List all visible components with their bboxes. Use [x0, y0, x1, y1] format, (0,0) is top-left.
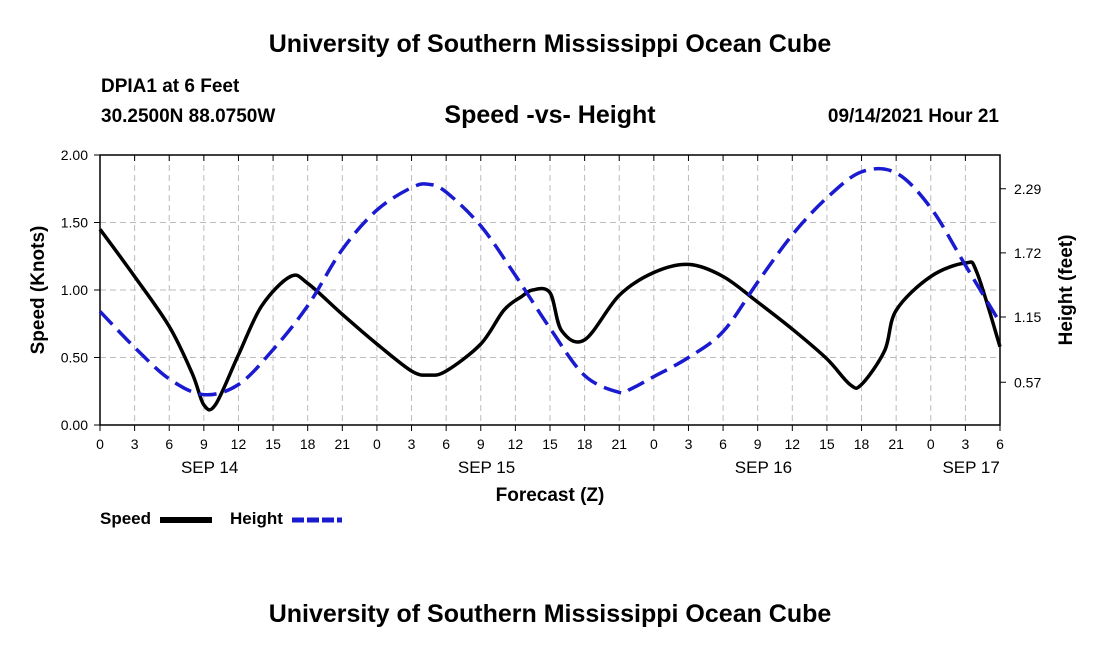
x-tick-label: 18	[300, 436, 316, 452]
y-tick-label: 0.00	[61, 417, 88, 433]
forecast-issue-time: 09/14/2021 Hour 21	[827, 106, 999, 127]
x-tick-label: 15	[265, 436, 281, 452]
y2-tick-label: 2.29	[1014, 181, 1041, 197]
x-tick-label: 18	[854, 436, 870, 452]
x-tick-label: 9	[200, 436, 208, 452]
legend-height-label: Height	[230, 509, 283, 528]
station-coordinates: 30.2500N 88.0750W	[101, 106, 276, 127]
x-tick-label: 6	[165, 436, 173, 452]
y-axis-label: Speed (Knots)	[28, 226, 49, 355]
legend-speed-label: Speed	[100, 509, 152, 528]
x-tick-label: 3	[685, 436, 693, 452]
x-tick-label: 0	[373, 436, 381, 452]
x-tick-label: 0	[927, 436, 935, 452]
x-tick-label: 9	[754, 436, 762, 452]
x-tick-label: 15	[819, 436, 835, 452]
x-tick-label: 0	[650, 436, 658, 452]
x-tick-label: 21	[888, 436, 904, 452]
y-tick-label: 1.00	[61, 282, 88, 298]
x-date-label: SEP 15	[458, 458, 515, 477]
x-tick-label: 21	[335, 436, 351, 452]
y2-tick-label: 1.15	[1014, 309, 1041, 325]
x-date-label: SEP 16	[735, 458, 792, 477]
x-tick-label: 21	[611, 436, 627, 452]
y-tick-label: 2.00	[61, 147, 88, 163]
x-axis-label: Forecast (Z)	[496, 485, 605, 506]
x-tick-label: 9	[477, 436, 485, 452]
x-tick-label: 6	[719, 436, 727, 452]
x-tick-label: 3	[961, 436, 969, 452]
x-tick-label: 3	[131, 436, 139, 452]
x-tick-label: 12	[508, 436, 524, 452]
x-tick-label: 0	[96, 436, 104, 452]
x-tick-label: 6	[996, 436, 1004, 452]
x-tick-label: 3	[408, 436, 416, 452]
x-date-label: SEP 14	[181, 458, 238, 477]
x-tick-label: 18	[577, 436, 593, 452]
y-tick-label: 0.50	[61, 350, 88, 366]
x-tick-label: 12	[231, 436, 247, 452]
x-tick-label: 6	[442, 436, 450, 452]
y-tick-label: 1.50	[61, 215, 88, 231]
footer-title: University of Southern Mississippi Ocean…	[268, 600, 832, 628]
speed-series-line	[98, 228, 1002, 412]
station-name: DPIA1 at 6 Feet	[101, 76, 240, 97]
y2-axis-label: Height (feet)	[1056, 235, 1077, 346]
y2-tick-label: 0.57	[1014, 374, 1041, 390]
height-series-line	[98, 166, 1002, 397]
x-tick-label: 12	[785, 436, 801, 452]
y2-tick-label: 1.72	[1014, 245, 1041, 261]
chart-subtitle: Speed -vs- Height	[444, 101, 656, 129]
x-tick-label: 15	[542, 436, 558, 452]
page-title: University of Southern Mississippi Ocean…	[268, 30, 832, 58]
x-date-label: SEP 17	[942, 458, 999, 477]
